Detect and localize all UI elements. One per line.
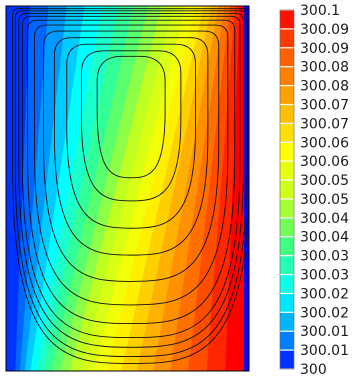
colorbar-tick-label: 300.05: [300, 173, 349, 189]
colorbar-swatch: [280, 85, 294, 105]
colorbar-swatch: [280, 180, 294, 200]
colorbar-tick-label: 300.01: [300, 343, 349, 359]
colorbar-swatch: [280, 331, 294, 351]
colorbar-tick-label: 300.06: [300, 154, 349, 170]
colorbar-tick-label: 300.09: [300, 41, 349, 57]
colorbar-tick-label: 300.08: [300, 79, 349, 95]
colorbar-tick-label: 300.02: [300, 286, 349, 302]
streamline: [21, 15, 241, 339]
colorbar-swatches: [279, 9, 295, 370]
colorbar-swatch: [280, 10, 294, 30]
colorbar-swatch: [280, 274, 294, 294]
colorbar-tick-label: 300.05: [300, 192, 349, 208]
colorbar-swatch: [280, 28, 294, 49]
temperature-band: [6, 6, 30, 371]
colorbar-swatch: [280, 236, 294, 256]
colorbar-tick-label: 300.01: [300, 324, 349, 340]
streamline: [96, 55, 166, 179]
colorbar-swatch: [280, 198, 294, 219]
temperature-field: [6, 6, 249, 371]
streamline: [14, 10, 248, 357]
colorbar-tick-labels: 300.1 300.09 300.09 300.08 300.08 300.07 300.0…: [300, 3, 349, 378]
colorbar-swatch: [280, 104, 294, 124]
plot-area: [5, 5, 250, 372]
colorbar-swatch: [280, 161, 294, 181]
colorbar-tick-label: 300.09: [300, 22, 349, 38]
colorbar-swatch: [280, 312, 294, 332]
streamline: [34, 24, 229, 306]
colorbar-swatch: [280, 66, 294, 86]
colorbar-tick-label: 300.06: [300, 135, 349, 151]
streamline: [12, 8, 249, 364]
colorbar: 300.1 300.09 300.09 300.08 300.08 300.07 300.0…: [279, 3, 349, 378]
colorbar-tick-label: 300.03: [300, 268, 349, 284]
colorbar-tick-label: 300.07: [300, 97, 349, 113]
colorbar-tick-label: 300.04: [300, 230, 349, 246]
colorbar-tick-label: 300.07: [300, 116, 349, 132]
colorbar-swatch: [280, 47, 294, 67]
colorbar-tick-label: 300.03: [300, 249, 349, 265]
colorbar-tick-label: 300.04: [300, 211, 349, 227]
streamline: [18, 13, 244, 348]
colorbar-swatch: [280, 350, 294, 370]
colorbar-tick-label: 300.02: [300, 305, 349, 321]
colorbar-swatch: [280, 293, 294, 313]
streamline: [80, 50, 182, 202]
streamline: [43, 30, 220, 282]
colorbar-frame: [279, 9, 295, 370]
plot-frame: [5, 5, 250, 372]
colorbar-swatch: [280, 123, 294, 143]
colorbar-swatch: [280, 255, 294, 275]
colorbar-tick-label: 300.08: [300, 60, 349, 76]
colorbar-tick-label: 300: [300, 362, 327, 378]
streamlines: [12, 8, 249, 364]
colorbar-swatch: [280, 217, 294, 238]
colorbar-swatch: [280, 142, 294, 162]
streamline: [66, 43, 196, 229]
streamline: [53, 37, 209, 256]
streamline: [27, 19, 236, 325]
colorbar-tick-label: 300.1: [300, 3, 340, 19]
